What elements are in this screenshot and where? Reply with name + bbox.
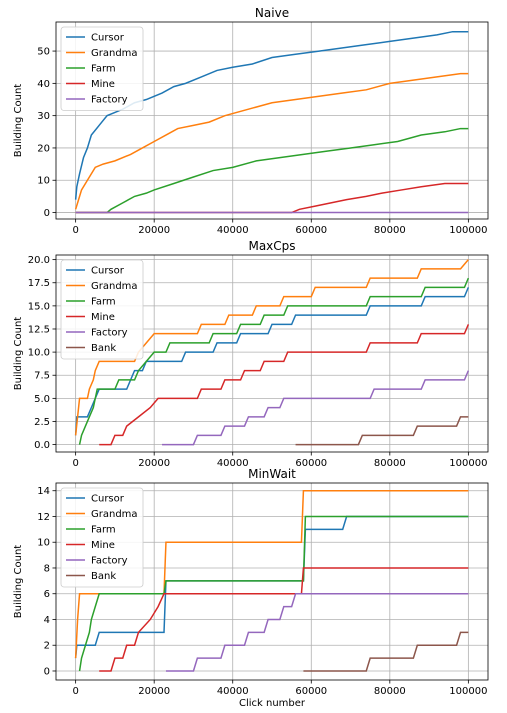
subplot-maxcps: 0 20000 40000 60000 80000 100000 0.0 2.5 5.0 7.5 1… bbox=[13, 239, 489, 469]
legend-label-factory: Factory bbox=[91, 328, 128, 339]
y-tick-label: 0.0 bbox=[34, 440, 50, 451]
y-axis-label: Building Count bbox=[13, 84, 24, 158]
series-line-factory bbox=[162, 370, 470, 446]
x-tick-label: 60000 bbox=[295, 686, 327, 697]
x-tick-label: 40000 bbox=[217, 225, 249, 236]
y-tick-label: 30 bbox=[37, 111, 50, 122]
x-tick-label: 20000 bbox=[138, 225, 170, 236]
y-tick-label: 10 bbox=[37, 538, 50, 549]
y-tick-label: 10.0 bbox=[28, 348, 50, 359]
y-tick-label: 17.5 bbox=[28, 278, 50, 289]
y-axis-label: Building Count bbox=[13, 545, 24, 619]
legend-label-cursor: Cursor bbox=[91, 33, 125, 44]
x-tick-label: 80000 bbox=[374, 686, 406, 697]
legend-label-farm: Farm bbox=[91, 64, 116, 75]
subplot-naive: 0 20000 40000 60000 80000 100000 0 10 20 30 40 50 Na… bbox=[13, 6, 489, 236]
x-tick-label: 60000 bbox=[295, 225, 327, 236]
x-tick-label: 0 bbox=[72, 458, 78, 469]
y-tick-label: 0 bbox=[44, 666, 50, 677]
x-tick-label: 0 bbox=[72, 225, 78, 236]
y-tick-label: 2.5 bbox=[34, 417, 50, 428]
legend-label-mine: Mine bbox=[91, 79, 115, 90]
x-tick-label: 20000 bbox=[138, 458, 170, 469]
x-tick-label: 80000 bbox=[374, 458, 406, 469]
y-tick-label: 15.0 bbox=[28, 301, 50, 312]
x-axis-label: Click number bbox=[239, 698, 306, 709]
x-tick-label: 0 bbox=[72, 686, 78, 697]
series-line-cursor bbox=[74, 30, 469, 200]
series-line-grandma bbox=[74, 259, 469, 436]
legend-label-bank: Bank bbox=[91, 343, 116, 354]
y-tick-label: 7.5 bbox=[34, 371, 50, 382]
y-axis-label: Building Count bbox=[13, 317, 24, 391]
series-line-farm bbox=[78, 277, 470, 445]
subplot-minwait: 0 20000 40000 60000 80000 100000 0 2 4 6 8 10 12 14 Mi… bbox=[13, 467, 489, 709]
legend-label-farm: Farm bbox=[91, 525, 116, 536]
series-line-bank bbox=[303, 631, 469, 672]
legend-label-farm: Farm bbox=[91, 297, 116, 308]
y-tick-label: 14 bbox=[37, 486, 50, 497]
y-tick-label: 4 bbox=[44, 615, 50, 626]
y-tick-label: 20 bbox=[37, 143, 50, 154]
legend-label-factory: Factory bbox=[91, 95, 128, 106]
legend-label-mine: Mine bbox=[91, 312, 115, 323]
legend: Cursor Grandma Farm Mine Factory Bank bbox=[60, 259, 144, 360]
x-tick-label: 100000 bbox=[449, 225, 487, 236]
x-tick-label: 60000 bbox=[295, 458, 327, 469]
legend-label-bank: Bank bbox=[91, 571, 116, 582]
y-tick-label: 50 bbox=[37, 47, 50, 58]
series-line-grandma bbox=[74, 489, 469, 659]
legend-label-grandma: Grandma bbox=[91, 281, 138, 292]
subplot-title: Naive bbox=[255, 6, 289, 20]
y-tick-label: 5.0 bbox=[34, 394, 50, 405]
legend-label-factory: Factory bbox=[91, 556, 128, 567]
x-tick-label: 40000 bbox=[217, 686, 249, 697]
axes-frame bbox=[55, 254, 489, 453]
y-tick-label: 2 bbox=[44, 641, 50, 652]
x-tick-label: 100000 bbox=[449, 686, 487, 697]
legend-label-grandma: Grandma bbox=[91, 48, 138, 59]
y-tick-label: 12 bbox=[37, 512, 50, 523]
legend: Cursor Grandma Farm Mine Factory bbox=[60, 26, 144, 111]
x-tick-label: 80000 bbox=[374, 225, 406, 236]
x-tick-label: 100000 bbox=[449, 458, 487, 469]
y-tick-label: 0 bbox=[44, 208, 50, 219]
y-tick-label: 8 bbox=[44, 563, 50, 574]
y-tick-label: 40 bbox=[37, 79, 50, 90]
series-line-grandma bbox=[74, 72, 469, 210]
series-line-mine bbox=[75, 182, 469, 214]
legend-label-cursor: Cursor bbox=[91, 494, 125, 505]
axes-frame bbox=[55, 482, 489, 681]
y-tick-label: 20.0 bbox=[28, 255, 50, 266]
series-line-farm bbox=[75, 127, 469, 214]
legend-label-grandma: Grandma bbox=[91, 509, 138, 520]
series-line-mine bbox=[99, 324, 470, 446]
legend: Cursor Grandma Farm Mine Factory Bank bbox=[60, 487, 144, 588]
series-line-bank bbox=[295, 416, 469, 446]
legend-box bbox=[60, 26, 144, 111]
subplot-title: MinWait bbox=[248, 467, 296, 481]
series-line-factory bbox=[165, 592, 469, 672]
y-tick-label: 12.5 bbox=[28, 324, 50, 335]
legend-label-cursor: Cursor bbox=[91, 266, 125, 277]
y-tick-label: 10 bbox=[37, 176, 50, 187]
y-tick-label: 6 bbox=[44, 589, 50, 600]
axes-frame bbox=[55, 21, 489, 220]
x-tick-label: 40000 bbox=[217, 458, 249, 469]
x-tick-label: 20000 bbox=[138, 686, 170, 697]
subplot-title: MaxCps bbox=[248, 239, 295, 253]
legend-label-mine: Mine bbox=[91, 540, 115, 551]
